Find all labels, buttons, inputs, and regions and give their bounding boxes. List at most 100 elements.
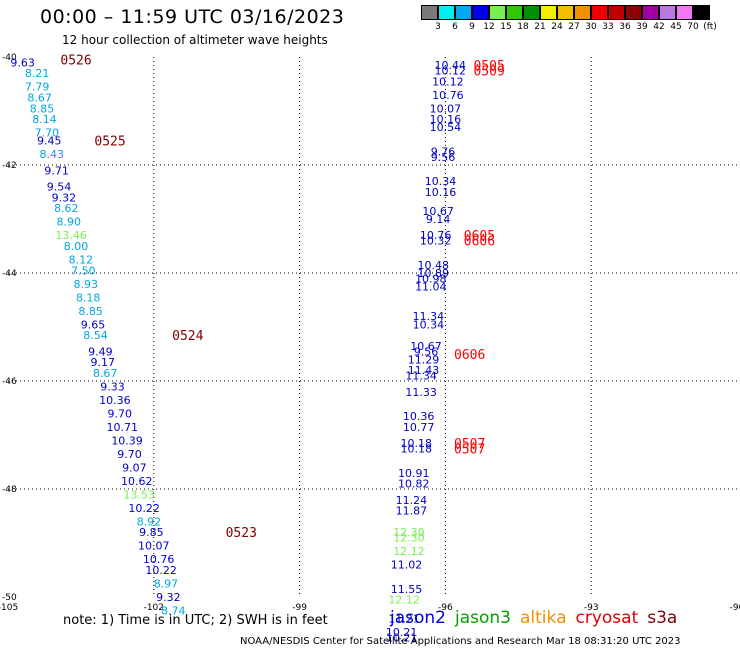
y-tick-label: -44 <box>2 269 17 279</box>
wave-height-value: 8.93 <box>74 278 99 291</box>
wave-height-value: 9.07 <box>122 461 147 474</box>
wave-height-value: 10.71 <box>106 421 138 434</box>
wave-height-value: 9.49 <box>88 345 113 358</box>
wave-height-value: 9.56 <box>414 345 439 358</box>
color-scale-cell <box>659 5 676 20</box>
wave-height-value: 9.56 <box>431 151 456 164</box>
color-scale-cell <box>438 5 455 20</box>
y-tick-label: -42 <box>2 161 17 171</box>
time-label: 0525 <box>94 135 125 150</box>
color-scale-label: 33 <box>602 22 614 32</box>
wave-height-value: 7.50 <box>71 264 96 277</box>
time-label: 0524 <box>172 329 203 344</box>
color-scale-cell <box>625 5 642 20</box>
wave-height-value: 9.70 <box>117 448 142 461</box>
wave-height-value: 8.62 <box>54 202 79 215</box>
wave-height-value: 10.67 <box>410 340 442 353</box>
wave-height-value: 9.32 <box>52 191 77 204</box>
mission-legend: jason2 jason3 altika cryosat s3a <box>390 608 686 628</box>
wave-height-value: 10.21 <box>386 632 418 645</box>
mission-legend-item: jason3 <box>455 608 511 628</box>
wave-height-value: 11.34 <box>413 310 445 323</box>
color-scale-label: 15 <box>500 22 512 32</box>
wave-height-value: 12.12 <box>393 545 425 558</box>
wave-height-value: 10.22 <box>145 564 177 577</box>
color-scale-label: 3 <box>435 22 441 32</box>
color-scale-label: (ft) <box>703 22 717 32</box>
wave-height-value: 12.12 <box>388 594 420 607</box>
color-scale-label: 24 <box>551 22 563 32</box>
wave-height-value: 8.14 <box>32 113 57 126</box>
footer-credit: NOAA/NESDIS Center for Satellite Applica… <box>240 636 681 647</box>
wave-height-value: 8.18 <box>76 291 101 304</box>
wave-height-value: 9.54 <box>47 181 72 194</box>
color-scale-cell <box>421 5 438 20</box>
color-scale-cell <box>642 5 659 20</box>
wave-height-value: 8.21 <box>25 67 50 80</box>
wave-height-value: 10.62 <box>121 475 153 488</box>
wave-height-value: 7.70 <box>35 127 60 140</box>
chart-title: 00:00 – 11:59 UTC 03/16/2023 <box>40 6 345 28</box>
x-tick-label: -96 <box>438 603 453 613</box>
wave-height-value: 10.77 <box>403 421 435 434</box>
wave-height-value: 9.17 <box>91 356 116 369</box>
wave-height-value: 11.24 <box>396 494 428 507</box>
wave-height-value: 8.54 <box>83 329 108 342</box>
wave-height-value: 10.89 <box>418 267 450 280</box>
wave-height-value: 9.45 <box>37 135 62 148</box>
chart-subtitle: 12 hour collection of altimeter wave hei… <box>62 33 328 47</box>
color-scale-cell <box>693 5 710 20</box>
color-scale-label: 18 <box>517 22 529 32</box>
wave-height-value: 10.36 <box>99 394 131 407</box>
wave-height-value: 8.74 <box>161 605 186 618</box>
wave-height-value: 8.12 <box>69 254 94 267</box>
wave-height-value: 10.16 <box>425 186 457 199</box>
wave-height-value: 11.04 <box>415 281 447 294</box>
color-scale-cell <box>591 5 608 20</box>
x-tick-label: -90 <box>730 603 740 613</box>
y-tick-label: -48 <box>2 485 17 495</box>
wave-height-value: 10.98 <box>415 272 447 285</box>
color-scale-cell <box>557 5 574 20</box>
wave-height-value: 11.02 <box>391 559 423 572</box>
time-label: 0523 <box>226 526 257 541</box>
wave-height-value: 9.65 <box>81 318 106 331</box>
color-scale-cell <box>489 5 506 20</box>
wave-height-value: 11.33 <box>405 386 437 399</box>
wave-height-value: 11.29 <box>408 353 440 366</box>
wave-height-value: 8.00 <box>64 240 89 253</box>
wave-height-value: 8.67 <box>27 92 52 105</box>
wave-height-value: 8.92 <box>137 515 162 528</box>
wave-height-value: 8.90 <box>57 216 82 229</box>
wave-height-value: 10.39 <box>111 434 143 447</box>
wave-height-value: 10.54 <box>430 121 462 134</box>
wave-height-value: 10.22 <box>128 502 160 515</box>
wave-height-value: 9.63 <box>10 56 35 69</box>
wave-height-value: 10.48 <box>418 259 450 272</box>
wave-height-value: 10.12 <box>435 65 467 78</box>
color-scale-cell <box>676 5 693 20</box>
color-scale-cell <box>540 5 557 20</box>
mission-legend-item: s3a <box>647 608 678 628</box>
wave-height-value: 10.67 <box>422 205 454 218</box>
color-scale-label: 21 <box>534 22 546 32</box>
color-scale-bar <box>421 5 710 20</box>
time-label: 0507 <box>454 437 485 452</box>
wave-height-value: 10.12 <box>432 75 464 88</box>
y-tick-label: -46 <box>2 377 17 387</box>
color-scale-label: 45 <box>670 22 682 32</box>
wave-height-value: 11.55 <box>391 583 423 596</box>
x-tick-label: -99 <box>292 603 307 613</box>
mission-legend-item: jason2 <box>390 608 446 628</box>
color-scale-cell <box>506 5 523 20</box>
color-scale-label: 36 <box>619 22 631 32</box>
x-tick-label: -102 <box>144 603 164 613</box>
wave-height-value: 8.97 <box>154 578 179 591</box>
wave-height-value: 9.14 <box>426 213 451 226</box>
note-text: note: 1) Time is in UTC; 2) SWH is in fe… <box>63 613 328 628</box>
x-tick-label: -105 <box>0 603 18 613</box>
wave-height-value: 9.33 <box>100 380 125 393</box>
mission-legend-item: cryosat <box>575 608 639 628</box>
wave-height-value: 8.85 <box>78 305 103 318</box>
